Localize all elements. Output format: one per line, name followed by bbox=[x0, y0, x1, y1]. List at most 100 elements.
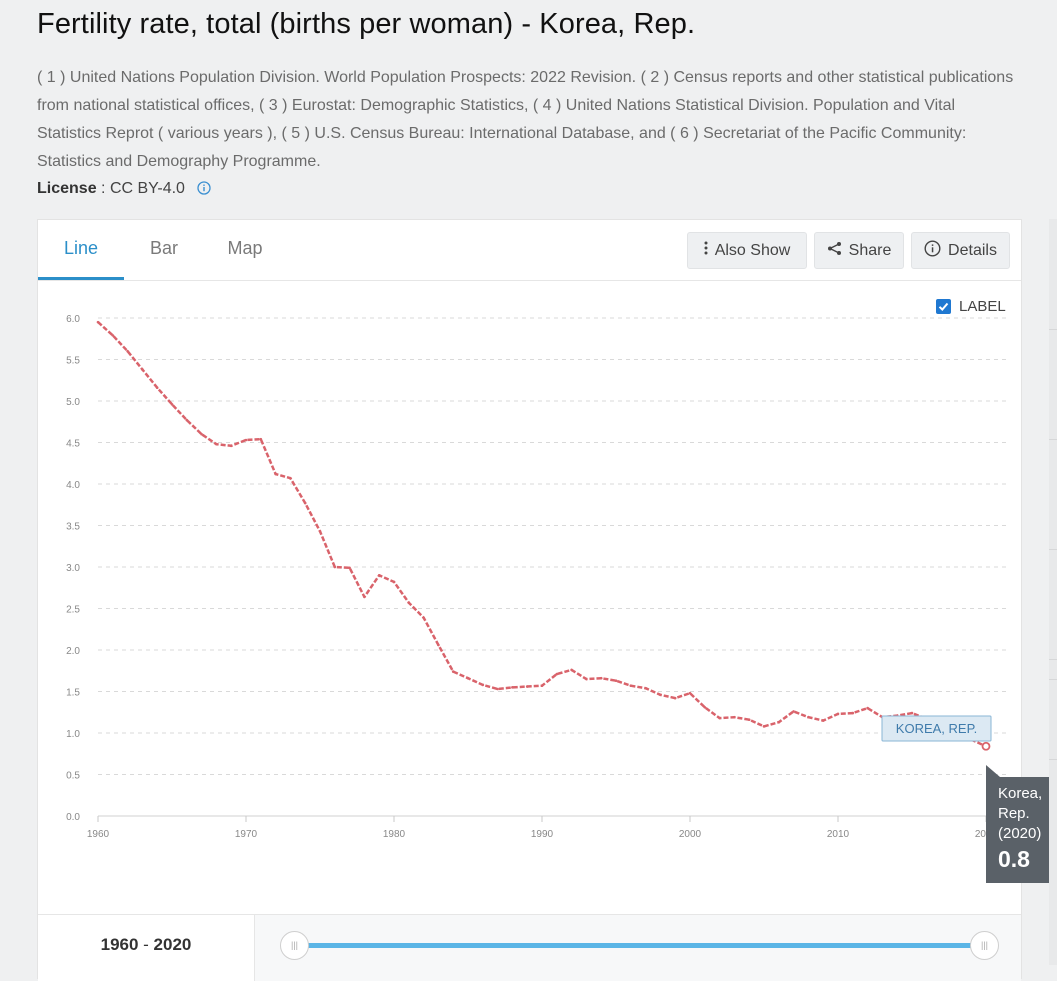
x-tick-label: 1960 bbox=[87, 829, 110, 840]
license-label: License bbox=[37, 180, 97, 197]
data-point bbox=[585, 677, 588, 681]
tab-bar[interactable]: Bar bbox=[149, 238, 178, 258]
data-point bbox=[703, 705, 707, 709]
data-point bbox=[540, 684, 544, 687]
data-point bbox=[644, 686, 647, 690]
data-point bbox=[614, 679, 618, 683]
y-tick-label: 0.5 bbox=[66, 771, 80, 782]
line-chart: 0.0 0.5 1.0 1.5 2.0 2.5 3.0 3.5 4.0 4.5 5.0 5.5 6.0 1… bbox=[66, 314, 1010, 840]
x-tick-label: 2010 bbox=[827, 829, 850, 840]
source-notes: ( 1 ) United Nations Population Division… bbox=[37, 69, 1014, 170]
tooltip-arrow bbox=[986, 765, 1000, 777]
more-vertical-icon bbox=[704, 241, 708, 260]
data-point bbox=[259, 437, 263, 441]
data-tooltip: Korea, Rep. (2020) 0.8 bbox=[986, 777, 1055, 883]
data-point bbox=[599, 676, 603, 680]
x-tick-label: 1990 bbox=[531, 829, 554, 840]
data-point bbox=[111, 334, 115, 337]
y-tick-label: 0.0 bbox=[66, 812, 80, 823]
data-point bbox=[141, 368, 144, 371]
y-tick-label: 2.5 bbox=[66, 605, 80, 616]
data-point bbox=[570, 668, 573, 672]
range-label: 1960 - 2020 bbox=[38, 915, 255, 981]
data-point bbox=[733, 715, 736, 719]
data-point bbox=[807, 715, 810, 719]
data-point bbox=[363, 595, 366, 599]
y-tick-label: 4.0 bbox=[66, 480, 80, 491]
data-point bbox=[910, 711, 914, 715]
data-point bbox=[821, 719, 825, 722]
range-start: 1960 bbox=[100, 935, 139, 954]
x-tick-label: 1980 bbox=[383, 829, 406, 840]
y-tick-label: 2.0 bbox=[66, 646, 80, 657]
page-title: Fertility rate, total (births per woman)… bbox=[37, 8, 696, 40]
data-point bbox=[718, 716, 721, 720]
data-point bbox=[481, 683, 485, 687]
license-value: : CC BY-4.0 bbox=[101, 180, 185, 197]
data-point bbox=[437, 643, 440, 647]
data-point bbox=[303, 501, 307, 505]
data-point bbox=[126, 349, 129, 353]
data-point bbox=[673, 696, 677, 700]
y-tick-label: 3.0 bbox=[66, 563, 80, 574]
range-separator: - bbox=[138, 935, 154, 954]
data-point bbox=[200, 432, 203, 436]
series-line bbox=[97, 321, 987, 748]
data-point bbox=[96, 320, 100, 324]
data-point bbox=[688, 691, 692, 695]
y-tick-label: 1.0 bbox=[66, 729, 80, 740]
data-point bbox=[333, 565, 337, 569]
side-panel-edge bbox=[1049, 219, 1057, 965]
details-label: Details bbox=[948, 241, 997, 259]
year-range-slider: 1960 - 2020 ||| ||| bbox=[38, 914, 1021, 981]
chart-card: Line Bar Map Also Show Share Details LAB… bbox=[37, 219, 1022, 981]
also-show-button[interactable]: Also Show bbox=[687, 232, 807, 269]
label-toggle-text: LABEL bbox=[959, 298, 1006, 315]
license-line: License : CC BY-4.0 bbox=[37, 180, 212, 200]
info-circle-icon bbox=[924, 239, 941, 262]
x-tick-label: 1970 bbox=[235, 829, 258, 840]
data-point bbox=[866, 706, 869, 710]
share-button[interactable]: Share bbox=[814, 232, 904, 269]
tooltip-country: Korea, bbox=[998, 785, 1043, 802]
share-icon bbox=[827, 241, 842, 261]
data-point bbox=[155, 386, 159, 390]
data-point bbox=[422, 616, 425, 619]
data-point bbox=[792, 710, 795, 713]
data-point bbox=[525, 685, 529, 688]
data-point bbox=[244, 438, 248, 442]
series-label: KOREA, REP. bbox=[896, 721, 977, 736]
data-point bbox=[170, 403, 174, 406]
data-point bbox=[274, 472, 277, 476]
range-end-handle[interactable]: ||| bbox=[970, 931, 999, 960]
also-show-label: Also Show bbox=[714, 241, 791, 259]
data-point bbox=[836, 712, 840, 716]
tab-map[interactable]: Map bbox=[227, 238, 263, 258]
series-label-box bbox=[881, 715, 992, 742]
range-end: 2020 bbox=[153, 935, 192, 954]
data-point bbox=[762, 725, 766, 728]
data-point bbox=[555, 672, 559, 676]
range-track[interactable] bbox=[294, 943, 984, 948]
label-checkbox[interactable] bbox=[936, 299, 951, 314]
range-start-handle[interactable]: ||| bbox=[280, 931, 309, 960]
data-point bbox=[407, 601, 411, 604]
data-point bbox=[851, 711, 855, 715]
y-tick-label: 6.0 bbox=[66, 314, 80, 325]
info-icon[interactable] bbox=[197, 181, 212, 200]
data-point bbox=[318, 530, 322, 533]
data-point bbox=[229, 444, 233, 448]
data-point bbox=[451, 670, 455, 673]
data-point bbox=[496, 687, 499, 691]
data-point bbox=[659, 693, 662, 697]
data-point bbox=[511, 686, 514, 689]
label-toggle[interactable]: LABEL bbox=[936, 298, 1006, 315]
data-point bbox=[377, 574, 381, 577]
tooltip-year: (2020) bbox=[998, 825, 1042, 842]
data-point bbox=[466, 676, 470, 680]
y-tick-label: 5.0 bbox=[66, 397, 80, 408]
details-button[interactable]: Details bbox=[911, 232, 1010, 269]
data-point bbox=[215, 442, 218, 446]
data-point bbox=[392, 580, 396, 584]
tab-line[interactable]: Line bbox=[38, 220, 124, 280]
